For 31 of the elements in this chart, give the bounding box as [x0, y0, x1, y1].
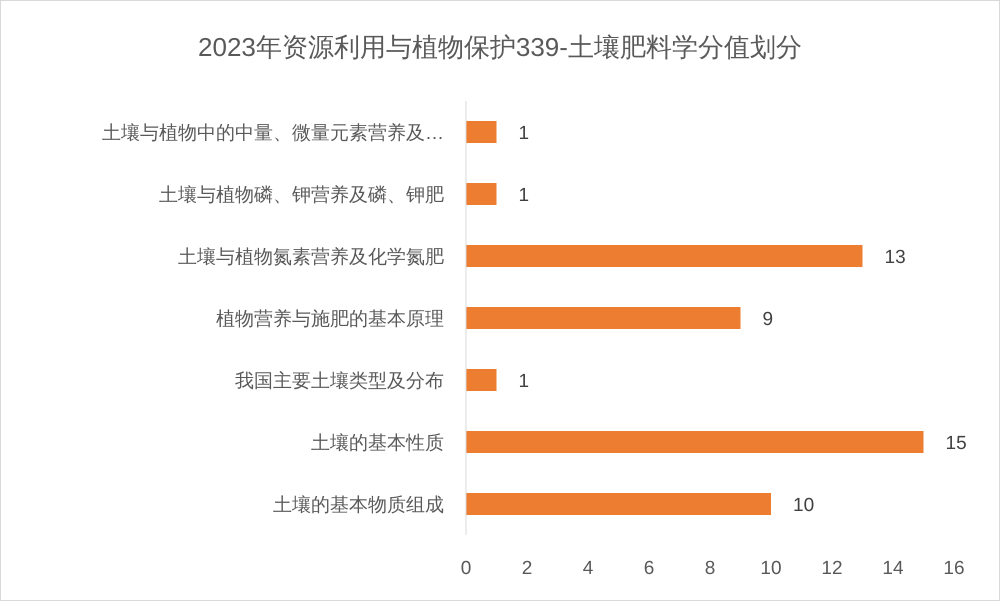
- data-label: 1: [518, 371, 530, 392]
- data-label: 1: [518, 185, 530, 206]
- y-tick-label: 土壤的基本性质: [311, 433, 444, 454]
- y-tick-label: 我国主要土壤类型及分布: [235, 370, 444, 392]
- y-tick-label: 土壤与植物磷、钾营养及磷、钾肥: [159, 184, 444, 206]
- data-label: 15: [946, 433, 967, 454]
- y-tick-label: 植物营养与施肥的基本原理: [216, 308, 444, 330]
- data-label: 1: [518, 123, 530, 144]
- y-tick-label: 土壤与植物中的中量、微量元素营养及…: [102, 122, 444, 144]
- x-tick-label: 12: [821, 558, 843, 579]
- bar: [466, 183, 496, 205]
- x-tick-label: 4: [582, 558, 594, 579]
- x-tick-label: 6: [644, 558, 654, 579]
- data-label: 10: [793, 495, 814, 516]
- chart-title: 2023年资源利用与植物保护339-土壤肥料学分值划分: [198, 32, 802, 62]
- x-tick-label: 10: [760, 558, 782, 579]
- bar: [466, 121, 496, 143]
- y-tick-label: 土壤的基本物质组成: [273, 495, 444, 516]
- bar: [466, 307, 740, 329]
- bar: [466, 493, 771, 515]
- data-label: 13: [884, 247, 906, 268]
- x-tick-label: 16: [943, 558, 965, 579]
- bar: [466, 431, 924, 453]
- data-label: 9: [762, 309, 774, 330]
- x-tick-label: 2: [522, 558, 532, 579]
- bar: [466, 369, 496, 391]
- x-tick-label: 8: [704, 558, 716, 579]
- bar: [466, 245, 862, 267]
- x-tick-label: 14: [882, 558, 904, 579]
- x-tick-label: 0: [460, 558, 472, 579]
- y-tick-label: 土壤与植物氮素营养及化学氮肥: [178, 246, 444, 268]
